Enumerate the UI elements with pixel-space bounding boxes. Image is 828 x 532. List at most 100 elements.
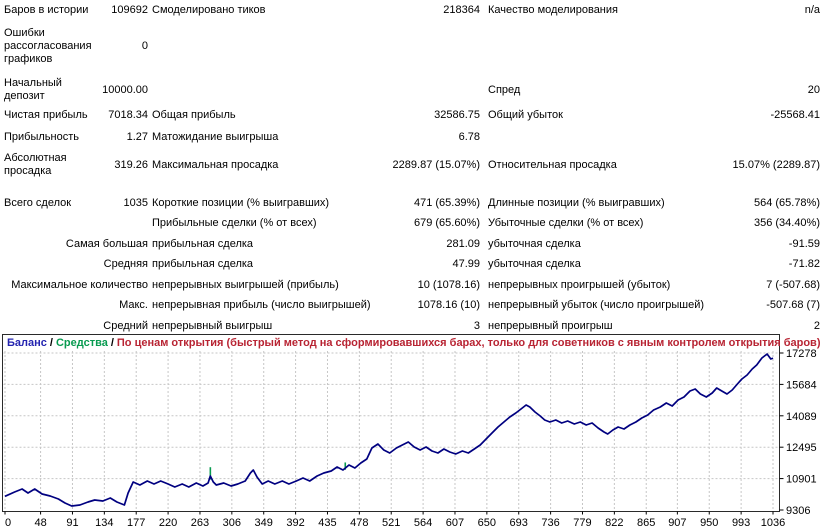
stat-label: Относительная просадка: [488, 158, 617, 171]
stat-cell: [152, 76, 480, 104]
chart-legend-separator: /: [49, 337, 53, 349]
y-axis-label: 9306: [786, 505, 810, 517]
stat-cell: [488, 25, 820, 67]
stat-cell: Качество моделирования n/a: [488, 3, 820, 17]
stat-value: 218364: [443, 3, 480, 16]
stat-label: Общая прибыль: [152, 108, 236, 121]
chart-legend-balance: Баланс: [7, 337, 47, 349]
stat-label: Прибыльность: [4, 130, 79, 143]
stat-value: 2289.87 (15.07%): [392, 158, 480, 171]
stat-row: Максимальное количество непрерывных выигр…: [0, 278, 828, 292]
y-axis-label: 15684: [786, 379, 817, 391]
stat-cell: Общий убыток -25568.41: [488, 108, 820, 122]
stat-value: 356 (34.40%): [753, 216, 820, 229]
x-axis-label: 48: [34, 517, 46, 529]
stat-cell: непрерывный проигрыш 2: [488, 319, 820, 333]
stat-value: -71.82: [788, 257, 820, 270]
x-axis-label: 736: [541, 517, 559, 529]
stat-cell: прибыльная сделка 47.99: [152, 257, 480, 271]
stat-value: 3: [473, 319, 480, 332]
stat-label: убыточная сделка: [488, 237, 581, 250]
x-axis-label: 306: [223, 517, 241, 529]
stat-cell: [488, 130, 820, 144]
stat-cell: Максимальное количество: [0, 278, 148, 292]
stat-value: Средняя: [103, 257, 148, 270]
x-axis-label: 693: [510, 517, 528, 529]
stat-value: 1078.16 (10): [417, 298, 480, 311]
stat-row: Макс. непрерывная прибыль (число выигрыше…: [0, 298, 828, 312]
stat-cell: Макс.: [0, 298, 148, 312]
stat-label: Длинные позиции (% выигравших): [488, 196, 665, 209]
stat-value: 0: [141, 39, 148, 52]
stat-row: Абсолютная просадка 319.26 Максимальная пр…: [0, 151, 828, 179]
stat-cell: Максимальная просадка 2289.87 (15.07%): [152, 151, 480, 179]
x-axis-label: 607: [446, 517, 464, 529]
stat-cell: Абсолютная просадка 319.26: [0, 151, 148, 179]
stat-label: непрерывная прибыль (число выигрышей): [152, 298, 371, 311]
stat-cell: Начальный депозит 10000.00: [0, 76, 148, 104]
y-axis-label: 12495: [786, 442, 817, 454]
x-axis-label: 564: [414, 517, 432, 529]
stat-cell: Матожидание выигрыша 6.78: [152, 130, 480, 144]
stat-value: Самая большая: [65, 237, 148, 250]
stat-value: -25568.41: [770, 108, 820, 121]
stat-cell: Смоделировано тиков 218364: [152, 3, 480, 17]
stat-label: убыточная сделка: [488, 257, 581, 270]
stat-value: 679 (65.60%): [413, 216, 480, 229]
chart-title: Баланс / Средства / По ценам открытия (быстр…: [7, 337, 820, 349]
stat-label: Матожидание выигрыша: [152, 130, 279, 143]
stat-label: Чистая прибыль: [4, 108, 88, 121]
x-axis-label: 822: [605, 517, 623, 529]
stat-cell: непрерывный выигрыш 3: [152, 319, 480, 333]
x-axis-label: 865: [637, 517, 655, 529]
stat-cell: Прибыльность 1.27: [0, 130, 148, 144]
stat-cell: непрерывный убыток (число проигрышей) -50…: [488, 298, 820, 312]
stat-value: Максимальное количество: [11, 278, 148, 291]
stat-value: 281.09: [446, 237, 480, 250]
x-axis-label: 907: [668, 517, 686, 529]
y-axis-label: 10901: [786, 474, 817, 486]
stat-label: Убыточные сделки (% от всех): [488, 216, 644, 229]
x-axis-label: 0: [5, 517, 11, 529]
stat-value: 7 (-507.68): [766, 278, 820, 291]
stat-label: Всего сделок: [4, 196, 72, 209]
stat-row: Начальный депозит 10000.00 Спред 20: [0, 76, 828, 104]
stat-label: прибыльная сделка: [152, 257, 254, 270]
stat-value: 109692: [111, 3, 148, 16]
stat-value: 10 (1078.16): [417, 278, 480, 291]
stat-value: 1035: [123, 196, 148, 209]
x-axis-label: 177: [127, 517, 145, 529]
stat-value: 20: [807, 83, 820, 96]
stat-row: Средний непрерывный выигрыш 3 непрерывный п…: [0, 319, 828, 333]
stat-value: 471 (65.39%): [413, 196, 480, 209]
stat-cell: Относительная просадка 15.07% (2289.87): [488, 151, 820, 179]
strategy-tester-report: Баров в истории 109692 Смоделировано тиков…: [0, 3, 828, 333]
balance-curve: [4, 353, 774, 507]
stat-value: 7018.34: [108, 108, 148, 121]
stat-cell: Всего сделок 1035: [0, 196, 148, 210]
stat-value: Макс.: [119, 298, 148, 311]
stat-row: Средняя прибыльная сделка 47.99 убыточная с…: [0, 257, 828, 271]
x-axis-label: 950: [700, 517, 718, 529]
chart-legend-equity: Средства: [55, 337, 108, 349]
stat-cell: непрерывных выигрышей (прибыль) 10 (1078.…: [152, 278, 480, 292]
stat-value: 319.26: [114, 158, 148, 171]
stat-value: 2: [813, 319, 820, 332]
stat-row: Всего сделок 1035 Короткие позиции (% выиг…: [0, 196, 828, 210]
x-axis-label: 993: [732, 517, 750, 529]
stat-cell: Убыточные сделки (% от всех) 356 (34.40%): [488, 216, 820, 230]
stat-cell: Средний: [0, 319, 148, 333]
x-axis-label: 263: [191, 517, 209, 529]
stat-cell: [0, 216, 148, 230]
stat-row: Ошибки рассогласования графиков 0: [0, 25, 828, 67]
stat-value: Средний: [103, 319, 148, 332]
x-axis-label: 134: [95, 517, 113, 529]
stat-cell: Самая большая: [0, 237, 148, 251]
stat-value: 10000.00: [102, 83, 148, 96]
balance-chart-canvas: 9306 10901 12495 14089 15684 17278 0 48 91 134 177…: [2, 334, 817, 529]
stat-cell: непрерывная прибыль (число выигрышей) 107…: [152, 298, 480, 312]
stat-label: непрерывных выигрышей (прибыль): [152, 278, 339, 291]
stat-cell: [152, 25, 480, 67]
stat-label: Короткие позиции (% выигравших): [152, 196, 330, 209]
stat-value: -91.59: [788, 237, 820, 250]
